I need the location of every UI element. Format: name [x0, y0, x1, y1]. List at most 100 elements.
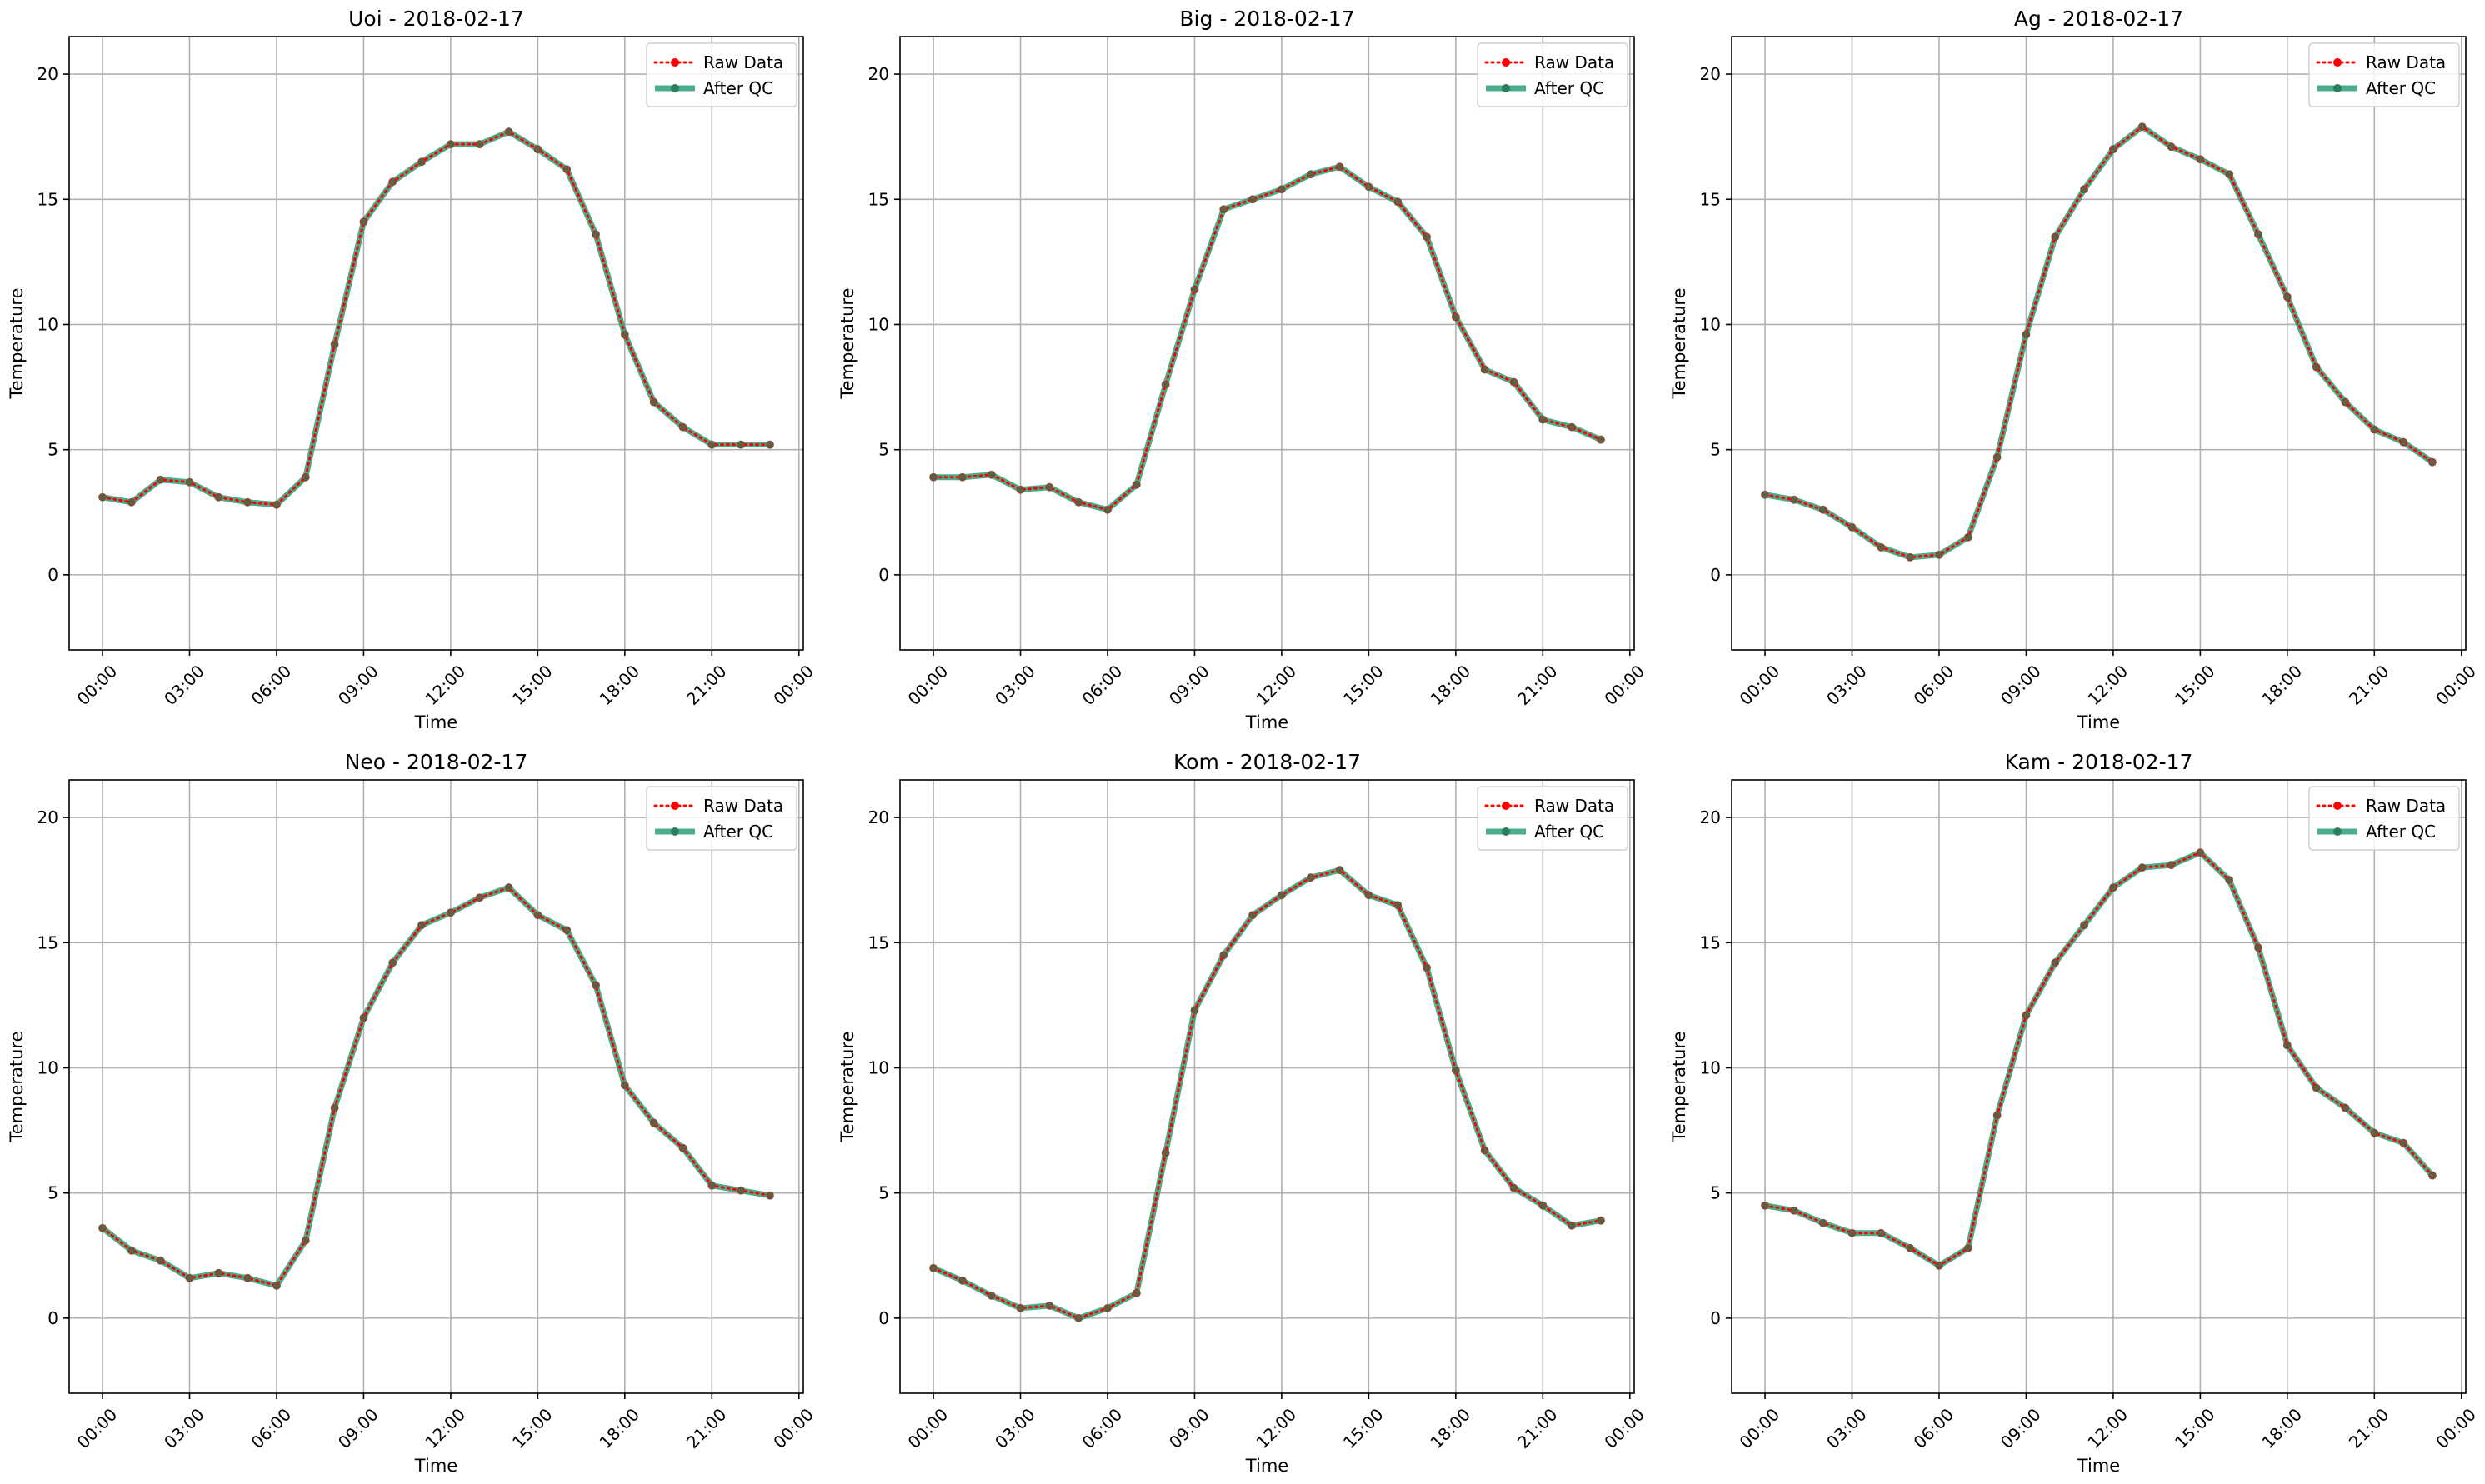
y-tick-label: 20	[38, 807, 58, 827]
data-point-overlay	[1878, 543, 1885, 551]
data-point-overlay	[534, 146, 542, 153]
x-tick-label: 09:00	[1997, 661, 2045, 709]
x-tick-label: 00:00	[1736, 1404, 1784, 1452]
data-point-overlay	[563, 166, 571, 173]
data-point-overlay	[2109, 884, 2117, 892]
data-point-overlay	[99, 493, 107, 501]
x-tick-label: 18:00	[2258, 661, 2306, 709]
data-point-overlay	[592, 231, 600, 238]
data-point-overlay	[99, 1224, 107, 1232]
x-tick-label: 00:00	[904, 661, 952, 709]
data-point-overlay	[1878, 1229, 1885, 1237]
x-tick-label: 18:00	[595, 1404, 643, 1452]
data-point-overlay	[505, 128, 512, 136]
data-point-overlay	[1394, 198, 1402, 206]
data-point-overlay	[1365, 892, 1372, 899]
legend-marker-after-qc	[1502, 827, 1510, 836]
x-tick-label: 03:00	[991, 661, 1039, 709]
x-tick-label: 21:00	[2345, 661, 2393, 709]
y-tick-label: 0	[1710, 1308, 1721, 1328]
data-point-overlay	[2138, 123, 2146, 131]
chart-panel: Uoi - 2018-02-17 0 5 10 15 20 00:00 03:00 06:00 0…	[7, 7, 818, 732]
data-point-overlay	[1993, 453, 2001, 461]
grid	[1732, 780, 2466, 1393]
series-line-raw-data	[101, 130, 772, 507]
data-point-overlay	[1935, 551, 1942, 558]
data-point-overlay	[1510, 378, 1518, 386]
data-point-overlay	[930, 473, 938, 481]
y-axis-label: Temperature	[7, 287, 27, 399]
data-point-overlay	[2052, 959, 2059, 967]
data-point-overlay	[2052, 233, 2059, 241]
data-point-overlay	[2312, 1084, 2320, 1092]
data-point-overlay	[1046, 1302, 1053, 1309]
series-line-after-qc	[930, 163, 1604, 513]
x-tick-label: 15:00	[2171, 1404, 2219, 1452]
series-line-after-qc	[99, 884, 773, 1289]
y-tick-label: 15	[1700, 189, 1721, 209]
data-point-overlay	[2226, 877, 2233, 884]
series-line-raw-data	[1763, 125, 2434, 559]
data-point-overlay	[679, 423, 687, 431]
data-point-overlay	[360, 1014, 368, 1022]
series-line-raw-data	[932, 165, 1602, 512]
legend-label-raw-data: Raw Data	[1534, 52, 1614, 72]
x-tick-label: 21:00	[2345, 1404, 2393, 1452]
data-point-overlay	[2081, 186, 2088, 193]
legend-label-after-qc: After QC	[1534, 822, 1604, 842]
x-axis-label: Time	[414, 1456, 458, 1476]
data-point-overlay	[1394, 902, 1402, 909]
data-point-overlay	[1597, 1217, 1604, 1224]
chart-title: Big - 2018-02-17	[1179, 7, 1354, 31]
data-point-overlay	[1249, 912, 1257, 919]
data-point-overlay	[2226, 171, 2233, 178]
x-axis-label: Time	[414, 712, 458, 732]
data-point-overlay	[766, 1192, 773, 1199]
data-point-overlay	[2022, 331, 2030, 338]
data-point-overlay	[2400, 438, 2408, 446]
data-point-overlay	[1132, 1289, 1140, 1297]
data-point-overlay	[1510, 1184, 1518, 1192]
data-point-overlay	[1568, 1222, 1576, 1229]
data-point-overlay	[302, 1237, 309, 1244]
x-tick-label: 00:00	[769, 661, 818, 709]
series-line-raw-data	[932, 868, 1602, 1320]
data-point-overlay	[1017, 1304, 1024, 1312]
y-tick-label: 20	[1700, 807, 1721, 827]
data-point-overlay	[418, 922, 426, 929]
axes-frame	[1731, 779, 2467, 1394]
data-point-overlay	[1278, 892, 1285, 899]
data-point-overlay	[186, 1274, 193, 1282]
series-line-after-qc	[1762, 123, 2436, 561]
data-point-overlay	[958, 473, 966, 481]
data-point-overlay	[1481, 1147, 1488, 1154]
data-point-overlay	[1132, 481, 1140, 488]
x-tick-label: 09:00	[334, 1404, 382, 1452]
x-tick-label: 09:00	[1165, 1404, 1213, 1452]
legend-label-raw-data: Raw Data	[2366, 52, 2446, 72]
data-point-overlay	[930, 1264, 938, 1272]
y-tick-label: 10	[38, 314, 58, 334]
data-point-overlay	[1539, 1202, 1547, 1209]
data-point-overlay	[331, 1104, 338, 1112]
y-tick-label: 15	[38, 189, 58, 209]
legend-label-raw-data: Raw Data	[703, 52, 783, 72]
data-point-overlay	[1539, 416, 1547, 423]
data-point-overlay	[1964, 533, 1972, 541]
legend-marker-after-qc	[1502, 84, 1510, 92]
series-line-after-qc	[99, 128, 773, 508]
data-point-overlay	[128, 1247, 135, 1254]
data-point-overlay	[2400, 1139, 2408, 1147]
x-tick-label: 09:00	[1165, 661, 1213, 709]
y-tick-label: 5	[48, 1183, 58, 1203]
x-tick-label: 06:00	[1078, 1404, 1127, 1452]
axes-frame	[899, 779, 1635, 1394]
chart-panel: Neo - 2018-02-17 0 5 10 15 20 00:00 03:00 06:00 0…	[7, 750, 818, 1476]
x-tick-label: 06:00	[248, 1404, 296, 1452]
data-point-overlay	[1848, 1229, 1856, 1237]
data-point-overlay	[1336, 867, 1343, 874]
y-tick-label: 5	[1710, 1183, 1721, 1203]
x-tick-label: 06:00	[248, 661, 296, 709]
x-tick-label: 03:00	[1822, 1404, 1871, 1452]
